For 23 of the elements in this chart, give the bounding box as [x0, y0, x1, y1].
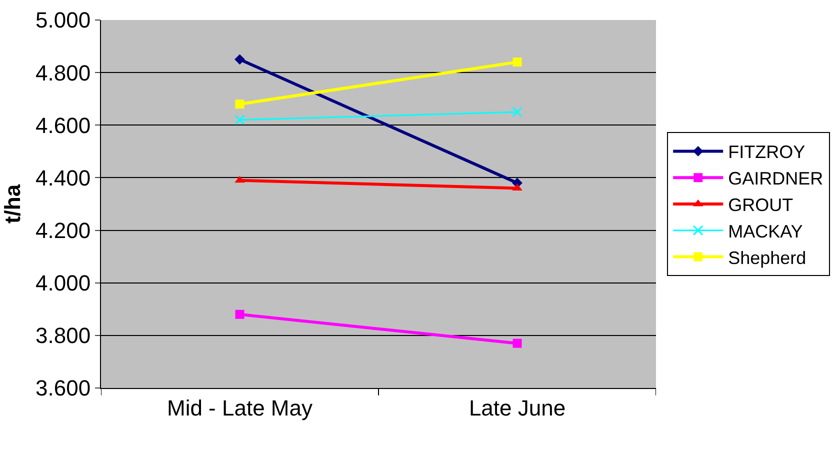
y-tick-label: 4.600	[36, 112, 91, 138]
point	[234, 54, 245, 65]
point	[512, 106, 522, 118]
y-tick-label: 3.600	[36, 376, 91, 401]
y-tick-label: 3.800	[36, 323, 91, 348]
y-axis-title: t/ha	[0, 184, 25, 224]
y-tick-label: 4.400	[36, 165, 91, 190]
legend-label: GAIRDNER	[728, 168, 824, 189]
legend-label: Shepherd	[728, 248, 806, 268]
point	[235, 100, 244, 109]
y-tick-label: 4.000	[36, 270, 91, 296]
y-tick-label: 4.800	[36, 60, 91, 86]
y-tick-label: 5.000	[36, 8, 91, 33]
point	[235, 310, 244, 319]
legend-label: GROUT	[728, 195, 794, 216]
point	[512, 58, 522, 67]
point	[234, 114, 245, 126]
y-tick-label: 4.200	[36, 218, 91, 243]
x-tick-label: Late June	[468, 395, 566, 420]
legend-label: MACKAY	[728, 221, 803, 242]
legend-label: FITZROY	[728, 142, 806, 162]
x-tick-label: Mid - Late May	[167, 395, 312, 420]
point	[512, 338, 522, 348]
